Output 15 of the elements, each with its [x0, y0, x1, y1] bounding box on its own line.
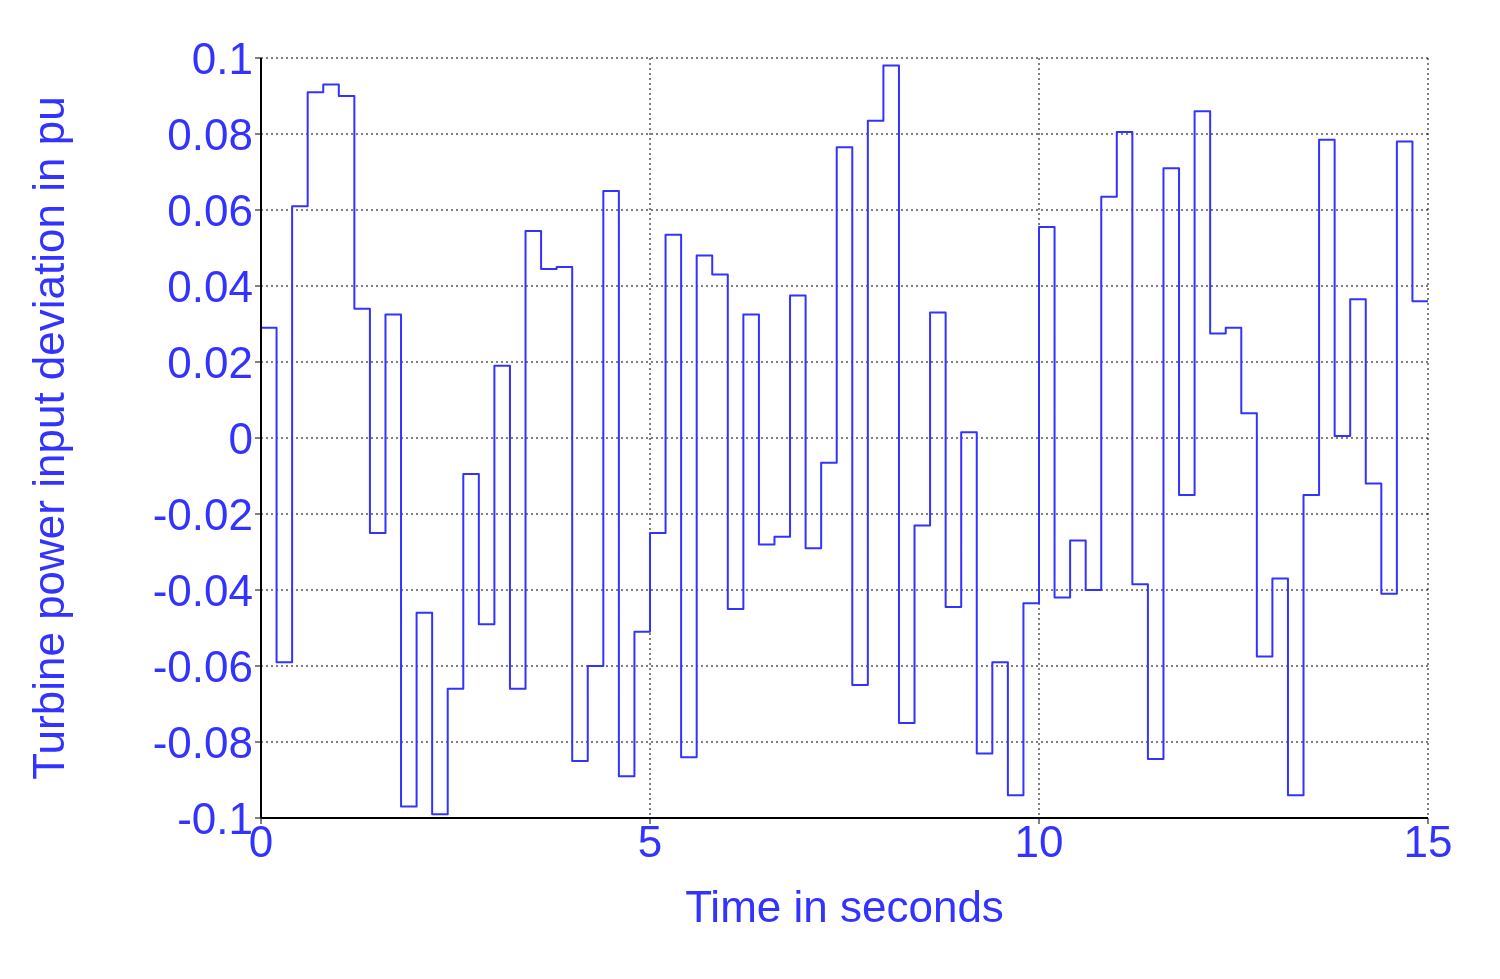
y-tick-label: 0.1 [191, 33, 253, 83]
y-tick-label: -0.06 [152, 641, 253, 691]
x-tick-label: 10 [1014, 817, 1064, 867]
y-tick-label: -0.04 [152, 565, 253, 615]
y-tick-label: 0 [228, 413, 253, 463]
y-tick-label: 0.04 [167, 261, 253, 311]
y-tick-label: -0.08 [152, 717, 253, 767]
y-tick-label: -0.02 [152, 489, 253, 539]
y-tick-label: 0.02 [167, 337, 253, 387]
y-axis-title: Turbine power input deviation in pu [23, 96, 73, 780]
x-tick-label: 15 [1403, 817, 1453, 867]
x-axis-title: Time in seconds [685, 882, 1004, 931]
y-tick-label: 0.06 [167, 185, 253, 235]
y-tick-label: 0.08 [167, 109, 253, 159]
x-tick-label: 5 [637, 817, 663, 867]
